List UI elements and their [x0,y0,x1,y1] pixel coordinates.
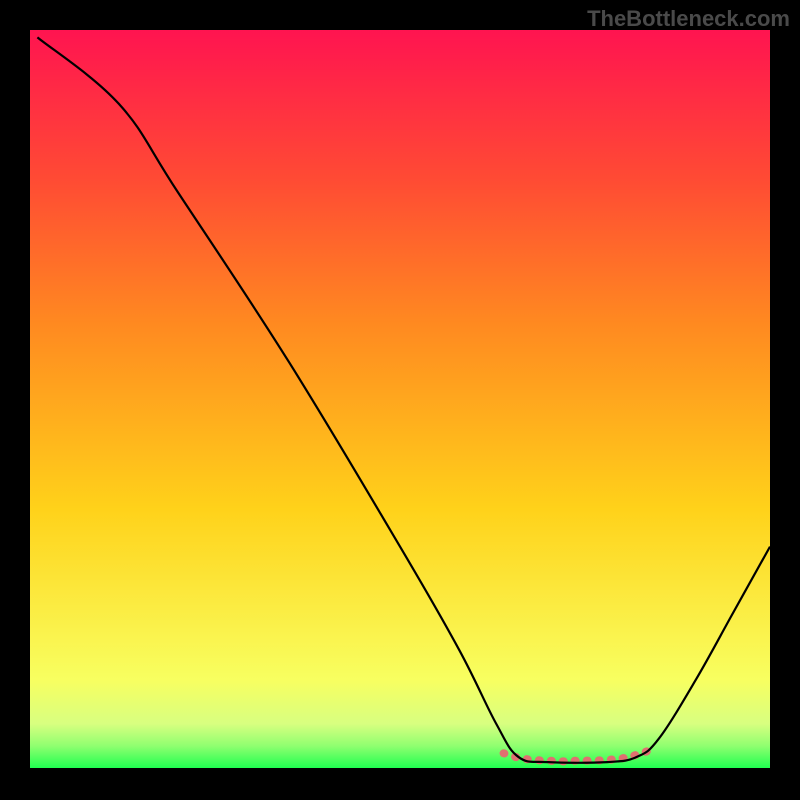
chart-plot-area [30,30,770,768]
main-curve-path [37,37,770,762]
bottom-marker-path [504,751,648,761]
watermark-text: TheBottleneck.com [587,6,790,32]
chart-svg [30,30,770,768]
